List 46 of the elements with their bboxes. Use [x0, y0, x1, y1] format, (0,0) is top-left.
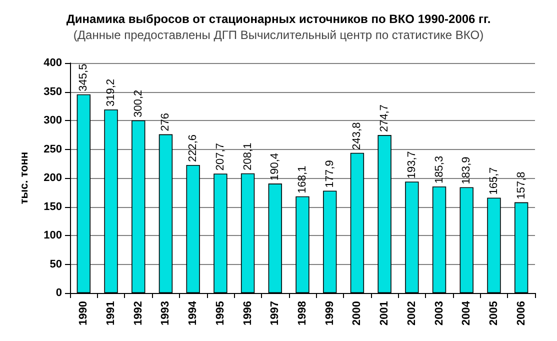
- data-label: 168,1: [296, 166, 308, 194]
- chart-subtitle: (Данные предоставлены ДГП Вычислительный центр по статистике ВКО): [73, 28, 484, 42]
- data-label: 274,7: [378, 104, 391, 132]
- x-tick-label: 1997: [269, 301, 282, 326]
- x-tick-label: 1993: [160, 301, 172, 326]
- y-tick-label: 400: [44, 57, 62, 69]
- y-tick-label: 150: [44, 200, 62, 213]
- y-tick-label: 350: [44, 86, 62, 98]
- x-tick-label: 2000: [351, 301, 364, 326]
- data-label: 300,2: [132, 90, 144, 118]
- x-tick-label: 1991: [105, 301, 118, 326]
- y-tick-label: 250: [44, 143, 62, 156]
- x-tick-label: 2004: [460, 300, 473, 326]
- x-tick-label: 2002: [406, 301, 418, 326]
- x-tick-label: 2003: [433, 301, 446, 326]
- y-tick-label: 300: [44, 114, 62, 126]
- data-label: 165,7: [488, 167, 500, 195]
- data-label: 319,2: [105, 78, 118, 106]
- x-tick-label: 1995: [214, 301, 226, 326]
- data-label: 207,7: [214, 143, 226, 171]
- data-label: 190,4: [269, 152, 282, 181]
- y-tick-label: 200: [44, 172, 62, 184]
- x-tick-label: 2001: [378, 301, 391, 326]
- x-tick-label: 1990: [78, 301, 90, 326]
- data-label: 193,7: [406, 151, 418, 179]
- data-label: 243,8: [351, 122, 364, 150]
- data-label: 177,9: [324, 160, 336, 188]
- y-tick-label: 100: [44, 230, 62, 242]
- x-tick-label: 1999: [324, 301, 336, 326]
- chart-title: Динамика выбросов от стационарных источников по ВКО 1990-2006 гг.: [66, 12, 491, 26]
- data-label: 157,8: [515, 172, 528, 200]
- x-tick-label: 1996: [242, 301, 254, 326]
- x-tick-label: 2006: [515, 301, 528, 326]
- data-label: 183,9: [460, 156, 473, 184]
- x-tick-label: 2005: [488, 301, 500, 326]
- x-tick-label: 1992: [132, 301, 144, 326]
- data-label: 222,6: [187, 134, 200, 162]
- data-label: 208,1: [242, 142, 254, 170]
- y-tick-label: 50: [50, 258, 62, 270]
- y-tick-label: 0: [56, 287, 62, 299]
- y-axis-title: тыс. тонн: [18, 152, 30, 204]
- data-label: 276: [160, 112, 172, 132]
- data-label: 185,3: [433, 156, 446, 184]
- x-tick-label: 1994: [187, 300, 200, 326]
- x-tick-label: 1998: [296, 301, 308, 326]
- data-label: 345,5: [78, 64, 90, 92]
